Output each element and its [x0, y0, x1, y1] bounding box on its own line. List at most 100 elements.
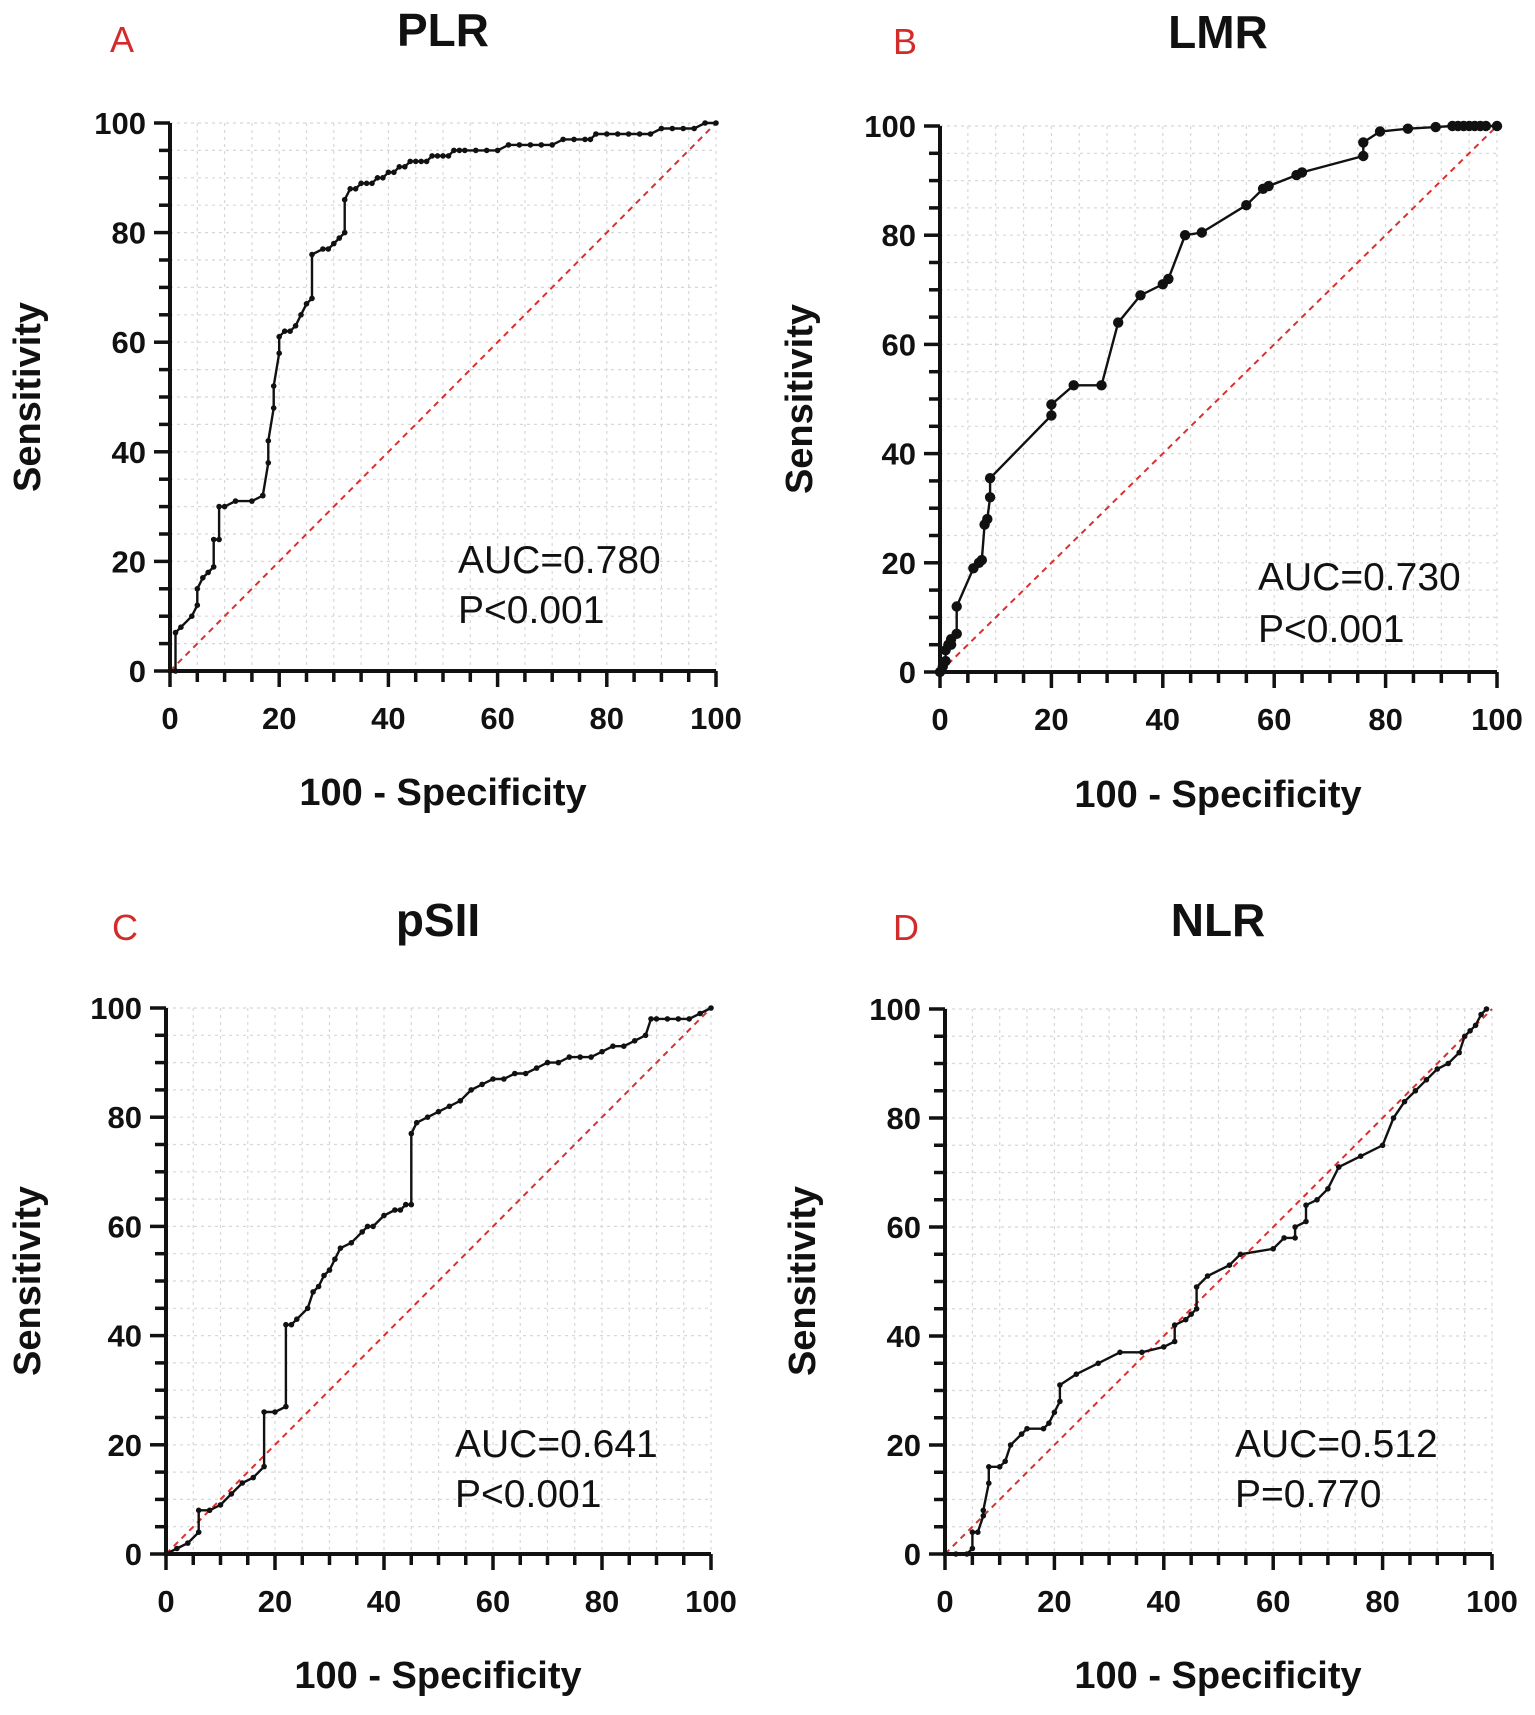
roc-point: [287, 328, 293, 335]
roc-point: [352, 186, 359, 192]
roc-point: [374, 175, 381, 181]
roc-point: [369, 180, 375, 187]
roc-point: [1046, 1420, 1052, 1426]
roc-point: [1491, 120, 1503, 132]
roc-point: [194, 602, 201, 608]
roc-point: [964, 1551, 970, 1557]
roc-point: [195, 1529, 202, 1535]
roc-point: [664, 1016, 671, 1022]
roc-point: [434, 153, 441, 159]
roc-point: [298, 312, 304, 318]
roc-point: [975, 1529, 981, 1535]
roc-point: [969, 1545, 976, 1552]
y-axis-title: Sensitivity: [7, 302, 49, 492]
roc-point: [309, 251, 315, 258]
reference-diagonal-line: [169, 122, 717, 672]
roc-point: [337, 1245, 344, 1251]
roc-point: [571, 136, 577, 143]
roc-point: [610, 1043, 616, 1049]
chart-title: NLR: [1171, 894, 1266, 946]
roc-point: [490, 1076, 496, 1082]
roc-point: [976, 554, 987, 566]
x-tick-label: 60: [476, 1584, 510, 1619]
roc-point: [614, 131, 621, 137]
roc-point: [1336, 1164, 1342, 1170]
roc-point: [1325, 1186, 1331, 1192]
y-tick-label: 80: [882, 218, 916, 253]
roc-point: [288, 1321, 295, 1328]
roc-point: [986, 1480, 992, 1486]
roc-point: [555, 1059, 562, 1066]
roc-point: [232, 498, 239, 504]
x-axis-title: 100 - Specificity: [1074, 774, 1361, 816]
panel-letter: B: [893, 21, 917, 62]
roc-point: [239, 1480, 246, 1486]
chart-title: PLR: [397, 4, 489, 56]
roc-point: [1412, 1088, 1419, 1094]
roc-point: [336, 235, 343, 241]
x-tick-label: 80: [1368, 702, 1402, 737]
roc-point: [1390, 1115, 1397, 1121]
roc-point: [205, 569, 211, 576]
roc-point: [702, 120, 708, 126]
panel-letter: D: [893, 907, 919, 948]
y-tick-label: 60: [108, 1209, 142, 1244]
roc-point: [996, 1464, 1003, 1470]
roc-point: [713, 120, 719, 126]
roc-point: [1478, 1011, 1484, 1018]
roc-point: [304, 1305, 311, 1312]
y-tick-label: 80: [887, 1101, 921, 1136]
roc-point: [1171, 1322, 1178, 1328]
x-tick-label: 20: [258, 1584, 292, 1619]
roc-point: [397, 1207, 404, 1213]
roc-point: [1472, 1022, 1479, 1029]
roc-point: [940, 655, 951, 667]
roc-point: [391, 169, 397, 176]
roc-point: [217, 1502, 224, 1508]
roc-point: [172, 668, 179, 674]
roc-point: [642, 1032, 649, 1039]
roc-point: [473, 147, 479, 154]
x-tick-label: 60: [480, 701, 514, 736]
roc-point: [1456, 1049, 1462, 1056]
y-axis-title: Sensitivity: [779, 304, 821, 494]
roc-point: [265, 460, 272, 466]
roc-point: [560, 136, 566, 143]
roc-point: [512, 1070, 518, 1077]
roc-point: [210, 536, 217, 543]
roc-point: [587, 136, 594, 143]
roc-point: [221, 503, 228, 510]
roc-point: [303, 301, 310, 307]
x-tick-label: 40: [367, 1584, 401, 1619]
roc-point: [261, 1463, 267, 1470]
roc-point: [625, 131, 632, 137]
roc-point: [163, 1551, 169, 1557]
roc-point: [951, 628, 962, 639]
p-value-annotation: P=0.770: [1235, 1473, 1381, 1516]
y-tick-label: 0: [129, 654, 146, 689]
roc-point: [653, 1016, 660, 1022]
roc-point: [1007, 1442, 1014, 1448]
y-tick-label: 20: [882, 546, 916, 581]
roc-point: [1303, 1218, 1309, 1225]
reference-diagonal-line: [939, 125, 1498, 673]
roc-point: [631, 1038, 638, 1044]
roc-point: [178, 624, 184, 630]
roc-point: [385, 169, 392, 176]
roc-point: [1193, 1284, 1200, 1290]
roc-point: [358, 180, 364, 187]
roc-point: [969, 1529, 976, 1535]
roc-point: [347, 186, 354, 192]
roc-point: [582, 136, 588, 143]
y-tick-label: 80: [112, 216, 146, 251]
roc-point: [1445, 1060, 1451, 1067]
roc-point: [984, 473, 996, 484]
roc-point: [424, 1114, 431, 1120]
roc-point: [451, 147, 457, 154]
roc-point: [1402, 123, 1414, 134]
roc-point: [1423, 1077, 1430, 1083]
y-tick-label: 100: [90, 991, 142, 1026]
chart-title: LMR: [1168, 6, 1268, 58]
roc-point: [980, 1513, 987, 1519]
roc-point: [260, 492, 266, 499]
